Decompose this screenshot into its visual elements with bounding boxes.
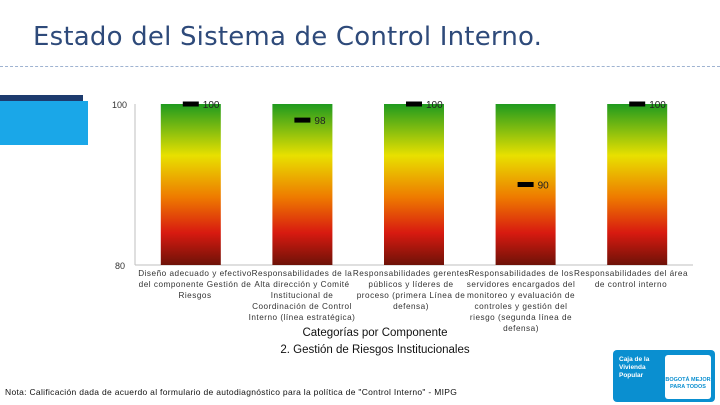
- value-marker: [294, 117, 311, 123]
- chart-bar: [160, 104, 221, 265]
- accent-bar-light: [0, 101, 88, 145]
- data-label: 100: [426, 100, 443, 111]
- category-label: Responsabilidades de la Alta dirección y…: [248, 269, 356, 322]
- y-tick-label: 80: [115, 261, 125, 271]
- x-axis-title: Categorías por Componente: [302, 327, 448, 339]
- mayor-logo-text: BOGOTÁ MEJOR PARA TODOS: [665, 377, 711, 390]
- data-label: 90: [538, 181, 550, 192]
- chart-bar: [384, 104, 444, 265]
- chart-bar: [607, 104, 668, 265]
- data-label: 100: [649, 100, 666, 111]
- logo-text: Caja de la Vivienda Popular: [619, 356, 650, 379]
- value-marker: [517, 182, 534, 187]
- value-marker: [182, 101, 199, 107]
- footnote: Nota: Calificación dada de acuerdo al fo…: [5, 387, 458, 397]
- category-label: Diseño adecuado y efectivo del component…: [138, 269, 252, 300]
- slide-title: Estado del Sistema de Control Interno.: [33, 22, 543, 52]
- accent-bar-dark: [0, 95, 83, 101]
- risk-management-chart: 100 80 100 98 100 90 100: [112, 100, 693, 271]
- value-marker: [406, 101, 422, 107]
- y-tick-label: 100: [112, 100, 127, 110]
- data-label: 100: [203, 100, 220, 111]
- data-label: 98: [314, 116, 326, 127]
- x-axis-subtitle: 2. Gestión de Riesgos Institucionales: [280, 344, 470, 356]
- organization-logo: Caja de la Vivienda Popular BOGOTÁ MEJOR…: [613, 350, 715, 402]
- mayor-office-logo: BOGOTÁ MEJOR PARA TODOS: [665, 355, 711, 399]
- title-divider: [0, 66, 720, 67]
- chart-bar: [272, 104, 333, 265]
- value-marker: [629, 101, 646, 107]
- category-label: Responsabilidades del área de control in…: [573, 269, 689, 289]
- category-label: Responsabilidades de los servidores enca…: [466, 269, 576, 333]
- category-label: Responsabilidades gerentes públicos y lí…: [352, 269, 470, 311]
